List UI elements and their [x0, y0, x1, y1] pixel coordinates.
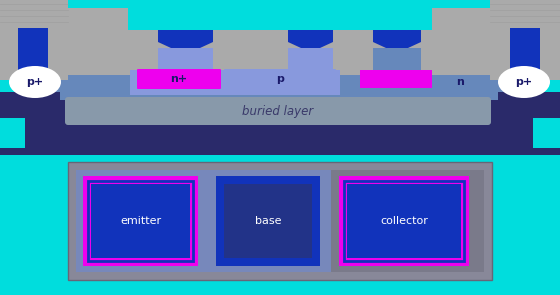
Bar [18, 28, 48, 80]
Bar [288, 48, 333, 70]
Polygon shape [535, 118, 560, 148]
Bar [0, 95, 560, 155]
Text: n: n [456, 77, 464, 87]
Bar [421, 30, 490, 70]
Bar [130, 30, 158, 70]
Bar [0, 0, 68, 28]
Bar [88, 181, 193, 261]
Bar [344, 181, 464, 261]
Bar [490, 0, 560, 28]
FancyBboxPatch shape [224, 69, 336, 89]
Bar [76, 170, 331, 272]
Bar [130, 70, 340, 95]
Text: base: base [255, 216, 281, 226]
Bar [83, 176, 198, 266]
Bar [224, 184, 312, 258]
Ellipse shape [9, 66, 61, 98]
Bar [0, 92, 60, 107]
Text: n+: n+ [170, 74, 188, 84]
Polygon shape [373, 30, 421, 48]
Bar [373, 48, 421, 70]
Bar [213, 30, 288, 70]
Bar [216, 176, 320, 266]
FancyBboxPatch shape [137, 69, 221, 89]
Bar [158, 48, 213, 70]
Bar [490, 0, 560, 80]
Bar [221, 181, 315, 261]
Bar [347, 184, 461, 258]
FancyBboxPatch shape [65, 97, 491, 125]
Bar [68, 162, 492, 280]
Bar [333, 30, 373, 70]
Text: p+: p+ [26, 77, 44, 87]
Bar [91, 184, 190, 258]
Ellipse shape [498, 66, 550, 98]
Bar [360, 70, 432, 88]
Bar [530, 80, 560, 100]
Bar [145, 70, 225, 88]
Bar [510, 28, 540, 80]
Bar [0, 70, 560, 100]
Text: emitter: emitter [120, 216, 161, 226]
Bar [0, 118, 25, 148]
Text: p: p [276, 74, 284, 84]
Text: buried layer: buried layer [242, 106, 314, 119]
Polygon shape [288, 30, 333, 48]
Bar [68, 30, 490, 75]
Text: collector: collector [380, 216, 428, 226]
Bar [0, 0, 68, 80]
Bar [533, 118, 560, 148]
Bar [0, 80, 30, 100]
Polygon shape [158, 30, 213, 48]
Bar [498, 92, 560, 107]
Text: p+: p+ [515, 77, 533, 87]
Bar [331, 170, 484, 272]
Bar [339, 176, 469, 266]
Polygon shape [0, 118, 25, 148]
Bar [68, 8, 128, 30]
Bar [432, 8, 490, 30]
